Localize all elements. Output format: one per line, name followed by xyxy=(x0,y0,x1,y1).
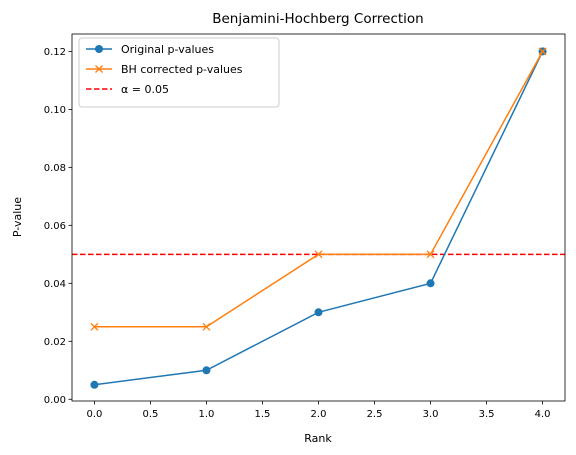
x-tick-label: 0.5 xyxy=(142,409,158,420)
y-tick-label: 0.10 xyxy=(44,105,66,116)
x-tick-label: 1.0 xyxy=(199,409,215,420)
x-axis: 0.0 0.5 1.0 1.5 2.0 2.5 3.0 3.5 4.0 xyxy=(86,401,551,420)
legend-label: BH corrected p-values xyxy=(121,63,243,76)
y-axis-label: P-value xyxy=(11,197,24,237)
x-tick-label: 3.0 xyxy=(423,409,439,420)
legend: Original p-values BH corrected p-values α … xyxy=(78,37,280,108)
series-1-point xyxy=(426,279,435,288)
legend-marker xyxy=(95,65,103,73)
series-2-point xyxy=(202,322,211,331)
data-marks xyxy=(72,47,565,389)
y-tick-label: 0.06 xyxy=(44,221,66,232)
x-tick-label: 2.0 xyxy=(311,409,327,420)
series-1-point xyxy=(314,308,323,317)
y-tick-label: 0.02 xyxy=(44,337,66,348)
plot-frame xyxy=(71,33,566,402)
x-tick-label: 0.0 xyxy=(86,409,102,420)
series-2-point xyxy=(538,47,547,56)
x-tick-label: 2.5 xyxy=(367,409,383,420)
y-tick-label: 0.00 xyxy=(44,395,66,406)
x-tick-label: 3.5 xyxy=(479,409,495,420)
series-2-point xyxy=(426,250,435,259)
x-tick-label: 1.5 xyxy=(255,409,271,420)
x-tick-label: 4.0 xyxy=(535,409,551,420)
legend-frame xyxy=(78,37,280,108)
series-1-point xyxy=(90,380,99,389)
series-1-point xyxy=(202,366,211,375)
legend-label: Original p-values xyxy=(121,43,214,56)
y-tick-label: 0.04 xyxy=(44,279,66,290)
legend-marker xyxy=(95,45,103,53)
legend-label: α = 0.05 xyxy=(121,83,169,96)
chart-title: Benjamini-Hochberg Correction xyxy=(212,11,424,27)
series-2-point xyxy=(90,322,99,331)
y-tick-label: 0.08 xyxy=(44,163,66,174)
x-axis-label: Rank xyxy=(304,432,332,445)
y-axis: 0.00 0.02 0.04 0.06 0.08 0.10 0.12 xyxy=(44,47,72,406)
series-2-point xyxy=(314,250,323,259)
y-tick-label: 0.12 xyxy=(44,47,66,58)
